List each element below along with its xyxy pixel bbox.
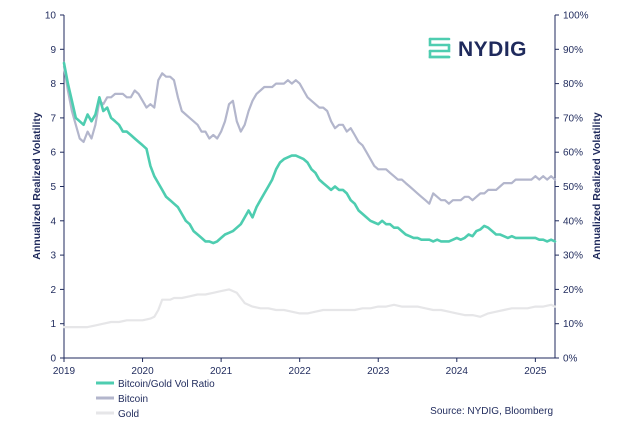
x-tick-label: 2023 <box>367 366 390 377</box>
left-y-tick-label: 5 <box>50 182 56 193</box>
x-tick-label: 2024 <box>446 366 469 377</box>
left-y-tick-label: 3 <box>50 251 56 262</box>
x-tick-label: 2022 <box>289 366 312 377</box>
nydig-logo-icon <box>428 37 451 59</box>
left-y-tick-label: 10 <box>45 11 57 22</box>
logo-text: NYDIG <box>458 38 527 61</box>
series-line-gold <box>62 288 557 329</box>
right-y-tick-label: 80% <box>563 79 583 90</box>
left-y-tick-label: 0 <box>50 354 56 365</box>
source-note: Source: NYDIG, Bloomberg <box>430 406 553 417</box>
x-tick-label: 2021 <box>210 366 233 377</box>
left-axis-title: Annualized Realized Volatility <box>31 112 43 260</box>
left-y-tick-label: 1 <box>50 319 56 330</box>
left-y-tick-label: 8 <box>50 79 56 90</box>
legend-label-ratio: Bitcoin/Gold Vol Ratio <box>118 379 215 390</box>
left-y-ticks: 0 1 2 3 4 5 6 7 8 9 10 <box>45 11 64 365</box>
left-y-tick-label: 2 <box>50 285 56 296</box>
legend-item-gold: Gold <box>96 409 139 420</box>
legend-label-bitcoin: Bitcoin <box>118 394 148 405</box>
legend-item-ratio: Bitcoin/Gold Vol Ratio <box>96 379 215 390</box>
right-y-ticks: 0% 10% 20% 30% 40% 50% 60% 70% 80% 90% 100% <box>555 11 589 365</box>
series-line-ratio <box>62 61 557 245</box>
nydig-logo: NYDIG <box>428 37 527 61</box>
x-ticks: 2019 2020 2021 2022 2023 2024 2025 <box>53 358 547 377</box>
axes <box>63 15 556 359</box>
legend: Bitcoin/Gold Vol Ratio Bitcoin Gold <box>96 379 215 420</box>
x-tick-label: 2020 <box>131 366 154 377</box>
right-y-tick-label: 10% <box>563 319 583 330</box>
left-y-tick-label: 6 <box>50 148 56 159</box>
series-layer <box>62 61 557 329</box>
series-line-bitcoin <box>62 65 557 205</box>
legend-item-bitcoin: Bitcoin <box>96 394 148 405</box>
right-y-tick-label: 50% <box>563 182 583 193</box>
x-tick-label: 2025 <box>524 366 547 377</box>
right-y-tick-label: 90% <box>563 45 583 56</box>
left-y-tick-label: 4 <box>50 216 56 227</box>
right-y-tick-label: 30% <box>563 251 583 262</box>
right-y-tick-label: 20% <box>563 285 583 296</box>
legend-label-gold: Gold <box>118 409 139 420</box>
right-y-tick-label: 60% <box>563 148 583 159</box>
right-y-tick-label: 70% <box>563 113 583 124</box>
left-y-tick-label: 9 <box>50 45 56 56</box>
x-tick-label: 2019 <box>53 366 76 377</box>
right-y-tick-label: 0% <box>563 354 578 365</box>
left-y-tick-label: 7 <box>50 113 56 124</box>
right-y-tick-label: 100% <box>563 11 589 22</box>
right-y-tick-label: 40% <box>563 216 583 227</box>
right-axis-title: Annualized Realized Volatility <box>591 112 603 260</box>
